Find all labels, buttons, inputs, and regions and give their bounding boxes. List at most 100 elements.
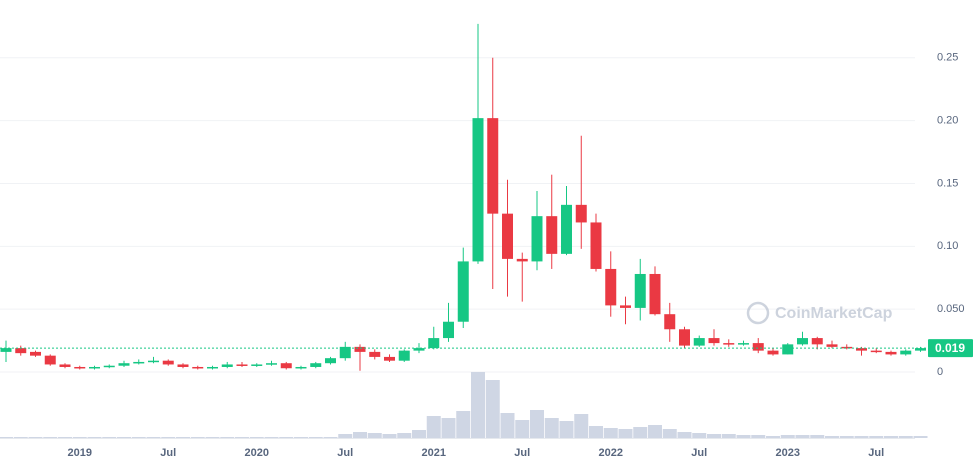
- candle-body: [221, 364, 233, 367]
- volume-bar: [456, 411, 471, 438]
- candle-body: [738, 343, 749, 345]
- volume-bar: [648, 425, 662, 438]
- volume-bar: [530, 410, 544, 438]
- x-tick-label: 2022: [599, 447, 623, 459]
- candle-body: [162, 360, 174, 365]
- volume-bar: [249, 437, 264, 438]
- volume-bar: [72, 437, 87, 438]
- volume-bar: [662, 429, 677, 438]
- candle-body: [443, 321, 454, 339]
- x-tick-label: Jul: [514, 447, 530, 459]
- candle-body: [915, 348, 926, 351]
- last-price-label: 0.019: [935, 341, 965, 355]
- volume-bar: [353, 432, 367, 438]
- volume-bar: [574, 414, 589, 438]
- candle-body: [384, 356, 395, 361]
- volume-bar: [161, 437, 176, 438]
- candle-body: [251, 364, 263, 366]
- candle-body: [531, 216, 543, 262]
- volume-bar: [264, 437, 279, 438]
- volume-bar: [220, 437, 235, 438]
- volume-bar: [766, 436, 780, 438]
- candle-body: [546, 216, 558, 254]
- candle-body: [620, 305, 631, 308]
- volume-bar: [677, 432, 692, 438]
- volume-bar: [692, 433, 707, 438]
- candle-body: [590, 222, 602, 269]
- candle-body: [207, 366, 218, 369]
- candle-body: [266, 363, 277, 365]
- candle-body: [502, 213, 513, 259]
- candle-body: [15, 348, 27, 354]
- grid-layer: [0, 57, 915, 439]
- volume-bar: [707, 434, 721, 438]
- candle-body: [398, 350, 410, 361]
- volume-bar: [559, 421, 574, 438]
- volume-bar: [603, 428, 618, 438]
- x-tick-label: Jul: [868, 447, 884, 459]
- candle-body: [118, 363, 130, 366]
- candle-body: [236, 364, 248, 366]
- volume-bar: [633, 427, 648, 438]
- candle-body: [325, 358, 336, 364]
- x-tick-label: 2020: [245, 447, 269, 459]
- volume-bar: [367, 433, 382, 438]
- watermark-text: CoinMarketCap: [775, 305, 893, 322]
- candle-body: [826, 344, 838, 347]
- volume-bar: [382, 434, 397, 438]
- last-price-badge: [928, 339, 973, 358]
- volume-bar: [146, 437, 161, 438]
- candle-body: [723, 343, 735, 345]
- volume-bar: [618, 429, 633, 438]
- candle-body: [841, 346, 853, 349]
- volume-bar: [441, 418, 456, 438]
- candle-body: [428, 338, 440, 349]
- watermark-logo: [746, 301, 770, 325]
- candle-body: [280, 363, 292, 369]
- volume-bar: [397, 433, 412, 438]
- volume-bar: [869, 436, 884, 438]
- y-tick-label: 0.20: [937, 115, 958, 127]
- candle-body: [133, 361, 145, 364]
- y-tick-label: 0: [937, 366, 943, 378]
- candle-body: [413, 348, 425, 351]
- candle-body: [708, 338, 720, 344]
- volume-bar: [751, 435, 766, 438]
- volume-bar: [338, 434, 353, 438]
- candle-body: [44, 355, 56, 365]
- candle-body: [103, 365, 115, 368]
- volume-bar: [0, 437, 13, 438]
- volume-bar: [736, 435, 751, 438]
- candle-body: [177, 364, 189, 367]
- candle-body: [900, 350, 912, 355]
- volume-bar: [839, 436, 854, 438]
- candle-body: [487, 118, 499, 214]
- volume-bar: [190, 437, 205, 438]
- x-tick-label: 2019: [68, 447, 92, 459]
- volume-bar: [205, 437, 220, 438]
- candle-body: [856, 348, 867, 351]
- volume-bar: [176, 437, 190, 438]
- volume-bar: [515, 420, 530, 438]
- candle-body: [0, 348, 12, 352]
- x-tick-label: Jul: [337, 447, 353, 459]
- candle-body: [649, 273, 661, 315]
- candle-body: [885, 351, 897, 355]
- volume-bar: [102, 437, 117, 438]
- volume-bar: [308, 437, 323, 438]
- volume-bar: [854, 436, 869, 438]
- candle-body: [457, 261, 469, 322]
- volume-bar: [721, 434, 736, 438]
- volume-bar: [913, 436, 928, 438]
- volume-bar: [117, 437, 131, 438]
- x-tick-label: Jul: [691, 447, 707, 459]
- candle-body: [89, 366, 100, 369]
- candle-body: [575, 204, 587, 223]
- candle-body: [811, 338, 823, 345]
- candle-body: [870, 350, 882, 353]
- y-tick-label: 0.10: [937, 240, 958, 252]
- volume-bar: [58, 437, 72, 438]
- volume-bar: [544, 418, 559, 438]
- volume-bar: [13, 437, 28, 438]
